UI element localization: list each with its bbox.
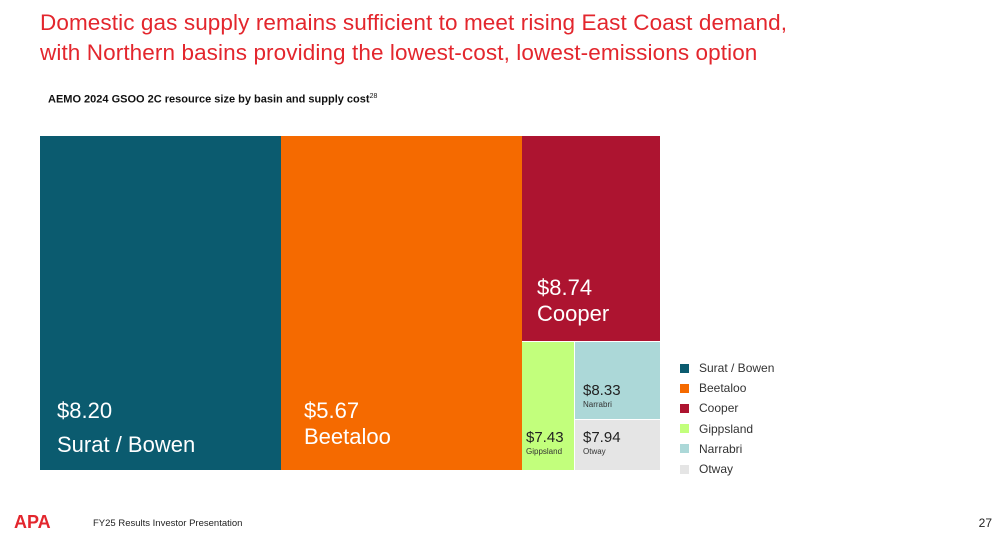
legend-swatch (680, 363, 689, 373)
legend-label: Surat / Bowen (699, 361, 775, 376)
tile-name: Beetaloo (304, 424, 391, 449)
tile-name: Narrabri (583, 400, 612, 409)
legend-label: Beetaloo (699, 381, 747, 396)
legend-label: Otway (699, 462, 734, 477)
tile-gippsland: $7.43 Gippsland (522, 341, 575, 470)
tile-beetaloo: $5.67 Beetaloo (281, 136, 522, 470)
tile-name: Otway (583, 447, 606, 456)
title-line-1: Domestic gas supply remains sufficient t… (40, 10, 788, 35)
legend-item: Narrabri (680, 439, 774, 459)
footer-text: FY25 Results Investor Presentation (93, 518, 243, 529)
legend-swatch (680, 464, 689, 474)
legend-item: Surat / Bowen (680, 358, 774, 378)
chart-title: AEMO 2024 GSOO 2C resource size by basin… (48, 93, 377, 106)
page-number: 27 (978, 516, 992, 530)
tile-cost: $7.94 (583, 429, 621, 446)
legend-item: Gippsland (680, 419, 774, 439)
footnote-ref: 28 (369, 93, 378, 100)
legend-label: Narrabri (699, 441, 743, 456)
legend-swatch (680, 383, 689, 393)
tile-surat-bowen: $8.20 Surat / Bowen (40, 136, 281, 470)
tile-cost: $8.74 (537, 275, 593, 300)
tile-narrabri: $8.33 Narrabri (575, 341, 660, 419)
legend-label: Cooper (699, 401, 739, 416)
legend-item: Otway (680, 459, 774, 479)
tile-cost: $5.67 (304, 398, 360, 423)
title-line-2: with Northern basins providing the lowes… (40, 40, 758, 65)
apa-logo: APA (14, 512, 51, 532)
legend-swatch (680, 444, 689, 454)
tile-name: Cooper (537, 301, 610, 326)
tile-cost: $8.20 (57, 398, 113, 423)
legend-swatch (680, 403, 689, 413)
tile-cooper: $8.74 Cooper (522, 136, 660, 341)
legend-item: Beetaloo (680, 378, 774, 398)
tile-name: Gippsland (526, 447, 563, 456)
tile-cost: $8.33 (583, 382, 621, 399)
legend-swatch (680, 424, 689, 434)
legend-label: Gippsland (699, 421, 754, 436)
tile-name: Surat / Bowen (57, 432, 196, 457)
chart-title-text: AEMO 2024 GSOO 2C resource size by basin… (48, 93, 370, 106)
slide-title: Domestic gas supply remains sufficient t… (40, 8, 787, 68)
tile-otway: $7.94 Otway (575, 419, 660, 470)
tile-cost: $7.43 (526, 429, 564, 446)
legend: Surat / Bowen Beetaloo Cooper Gippsland … (680, 358, 774, 479)
legend-item: Cooper (680, 398, 774, 418)
